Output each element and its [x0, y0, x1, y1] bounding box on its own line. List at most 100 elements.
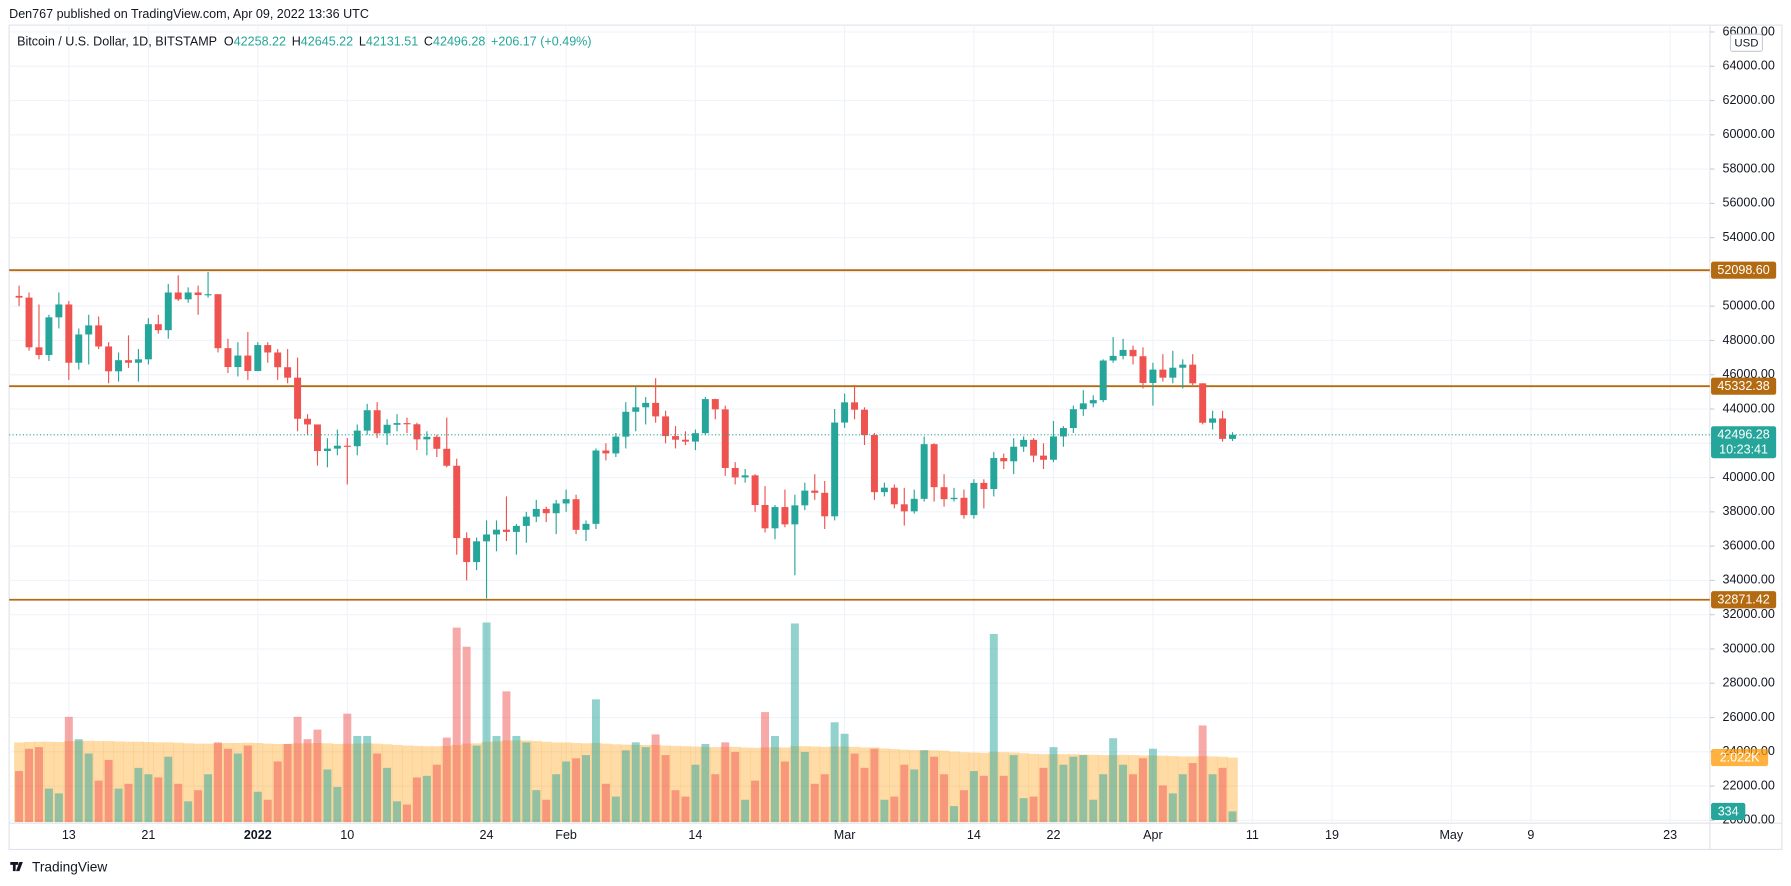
volume-ma-area [541, 741, 552, 823]
chart-frame [8, 24, 1783, 851]
candle-body [711, 399, 719, 410]
volume-bar [562, 761, 571, 823]
ohlc-value: 42496.28 [433, 35, 485, 49]
y-tick-label: 62000.00 [1722, 93, 1774, 107]
candle-body [95, 325, 103, 347]
y-tick-label: 26000.00 [1722, 710, 1774, 724]
candle-body [1040, 455, 1048, 460]
volume-ma-area [531, 741, 542, 823]
volume-bar [333, 786, 342, 823]
volume-bar [711, 774, 720, 823]
volume-ma-area [113, 741, 124, 823]
y-tick-label: 56000.00 [1722, 196, 1774, 210]
volume-bar [472, 745, 481, 823]
candle-body [960, 497, 968, 516]
volume-bar [393, 801, 402, 823]
volume-bar [1198, 725, 1207, 823]
volume-bar [104, 759, 113, 823]
x-tick-label: 24 [480, 828, 494, 842]
volume-bar [1208, 774, 1217, 823]
volume-bar [800, 751, 809, 823]
volume-bar [482, 622, 491, 823]
volume-bar [263, 799, 272, 823]
volume-ma-label: 2.022K [1720, 750, 1760, 764]
brand-icon [10, 862, 23, 872]
volume-bar [950, 806, 958, 823]
candle-body [403, 423, 411, 425]
candle-body [552, 503, 560, 514]
volume-bar [671, 790, 680, 823]
candle-body [900, 504, 908, 512]
volume-bar [1119, 764, 1128, 823]
volume-bar [214, 742, 222, 823]
candle-body [363, 410, 371, 431]
candle-body [115, 360, 123, 372]
volume-bar [542, 799, 551, 823]
y-tick-label: 48000.00 [1722, 333, 1774, 347]
volume-bar [1228, 811, 1237, 823]
x-tick-label: 9 [1527, 828, 1534, 842]
volume-label: 334 [1718, 804, 1739, 818]
candle-body [313, 424, 321, 452]
volume-bar [1019, 798, 1028, 823]
candle-body [1159, 369, 1167, 378]
candle-body [234, 355, 242, 368]
candle-body [134, 359, 142, 363]
candle-body [1020, 439, 1028, 447]
volume-bar [611, 796, 620, 823]
volume-bar [761, 712, 770, 823]
volume-bar [442, 737, 451, 823]
symbol-name: Bitcoin / U.S. Dollar, 1D, BITSTAMP [17, 35, 217, 49]
candle-body [333, 445, 341, 449]
volume-ma-area [879, 748, 890, 823]
x-tick-label: 23 [1663, 828, 1677, 842]
volume-bar [313, 729, 322, 823]
candle-body [1169, 367, 1177, 378]
volume-bar [223, 748, 232, 823]
candle-body [323, 448, 331, 452]
volume-ma-area [183, 743, 194, 823]
volume-ma-area [173, 742, 184, 823]
candle-body [771, 507, 779, 529]
volume-bar [621, 750, 630, 823]
candle-body [721, 409, 729, 468]
candle-body [1109, 355, 1117, 361]
x-tick-label: 2022 [244, 828, 272, 842]
ohlc-key: O [224, 35, 234, 49]
volume-bar [383, 767, 392, 823]
candle-body [224, 348, 232, 368]
volume-bar [492, 735, 501, 823]
volume-bar [651, 734, 660, 823]
candle-body [373, 410, 381, 434]
candle-body [55, 304, 63, 318]
x-tick-label: Mar [834, 828, 856, 842]
candle-body [105, 346, 113, 372]
volume-bar [1029, 796, 1038, 823]
countdown-label: 10:23:41 [1719, 443, 1768, 457]
candle-body [204, 294, 212, 296]
candle-body [801, 490, 809, 506]
volume-ma-area [670, 745, 681, 823]
volume-bar [1109, 738, 1118, 823]
volume-bar [591, 699, 600, 823]
volume-bar [64, 716, 73, 823]
candle-body [194, 292, 202, 296]
volume-bar [15, 771, 24, 823]
candle-body [841, 402, 849, 423]
x-tick-label: Feb [555, 828, 577, 842]
volume-bar [771, 735, 779, 823]
candle-body [1049, 436, 1057, 460]
volume-bar [303, 739, 312, 823]
volume-bar [900, 764, 909, 823]
volume-bar [810, 783, 819, 823]
x-tick-label: 21 [141, 828, 155, 842]
x-tick-label: 14 [688, 828, 702, 842]
volume-ma-area [680, 746, 691, 823]
candle-body [542, 508, 550, 514]
volume-ma-area [1018, 753, 1029, 823]
volume-bar [1129, 774, 1138, 823]
volume-bar [1158, 785, 1167, 823]
volume-ma-area [123, 741, 134, 823]
volume-ma-area [1088, 754, 1099, 823]
